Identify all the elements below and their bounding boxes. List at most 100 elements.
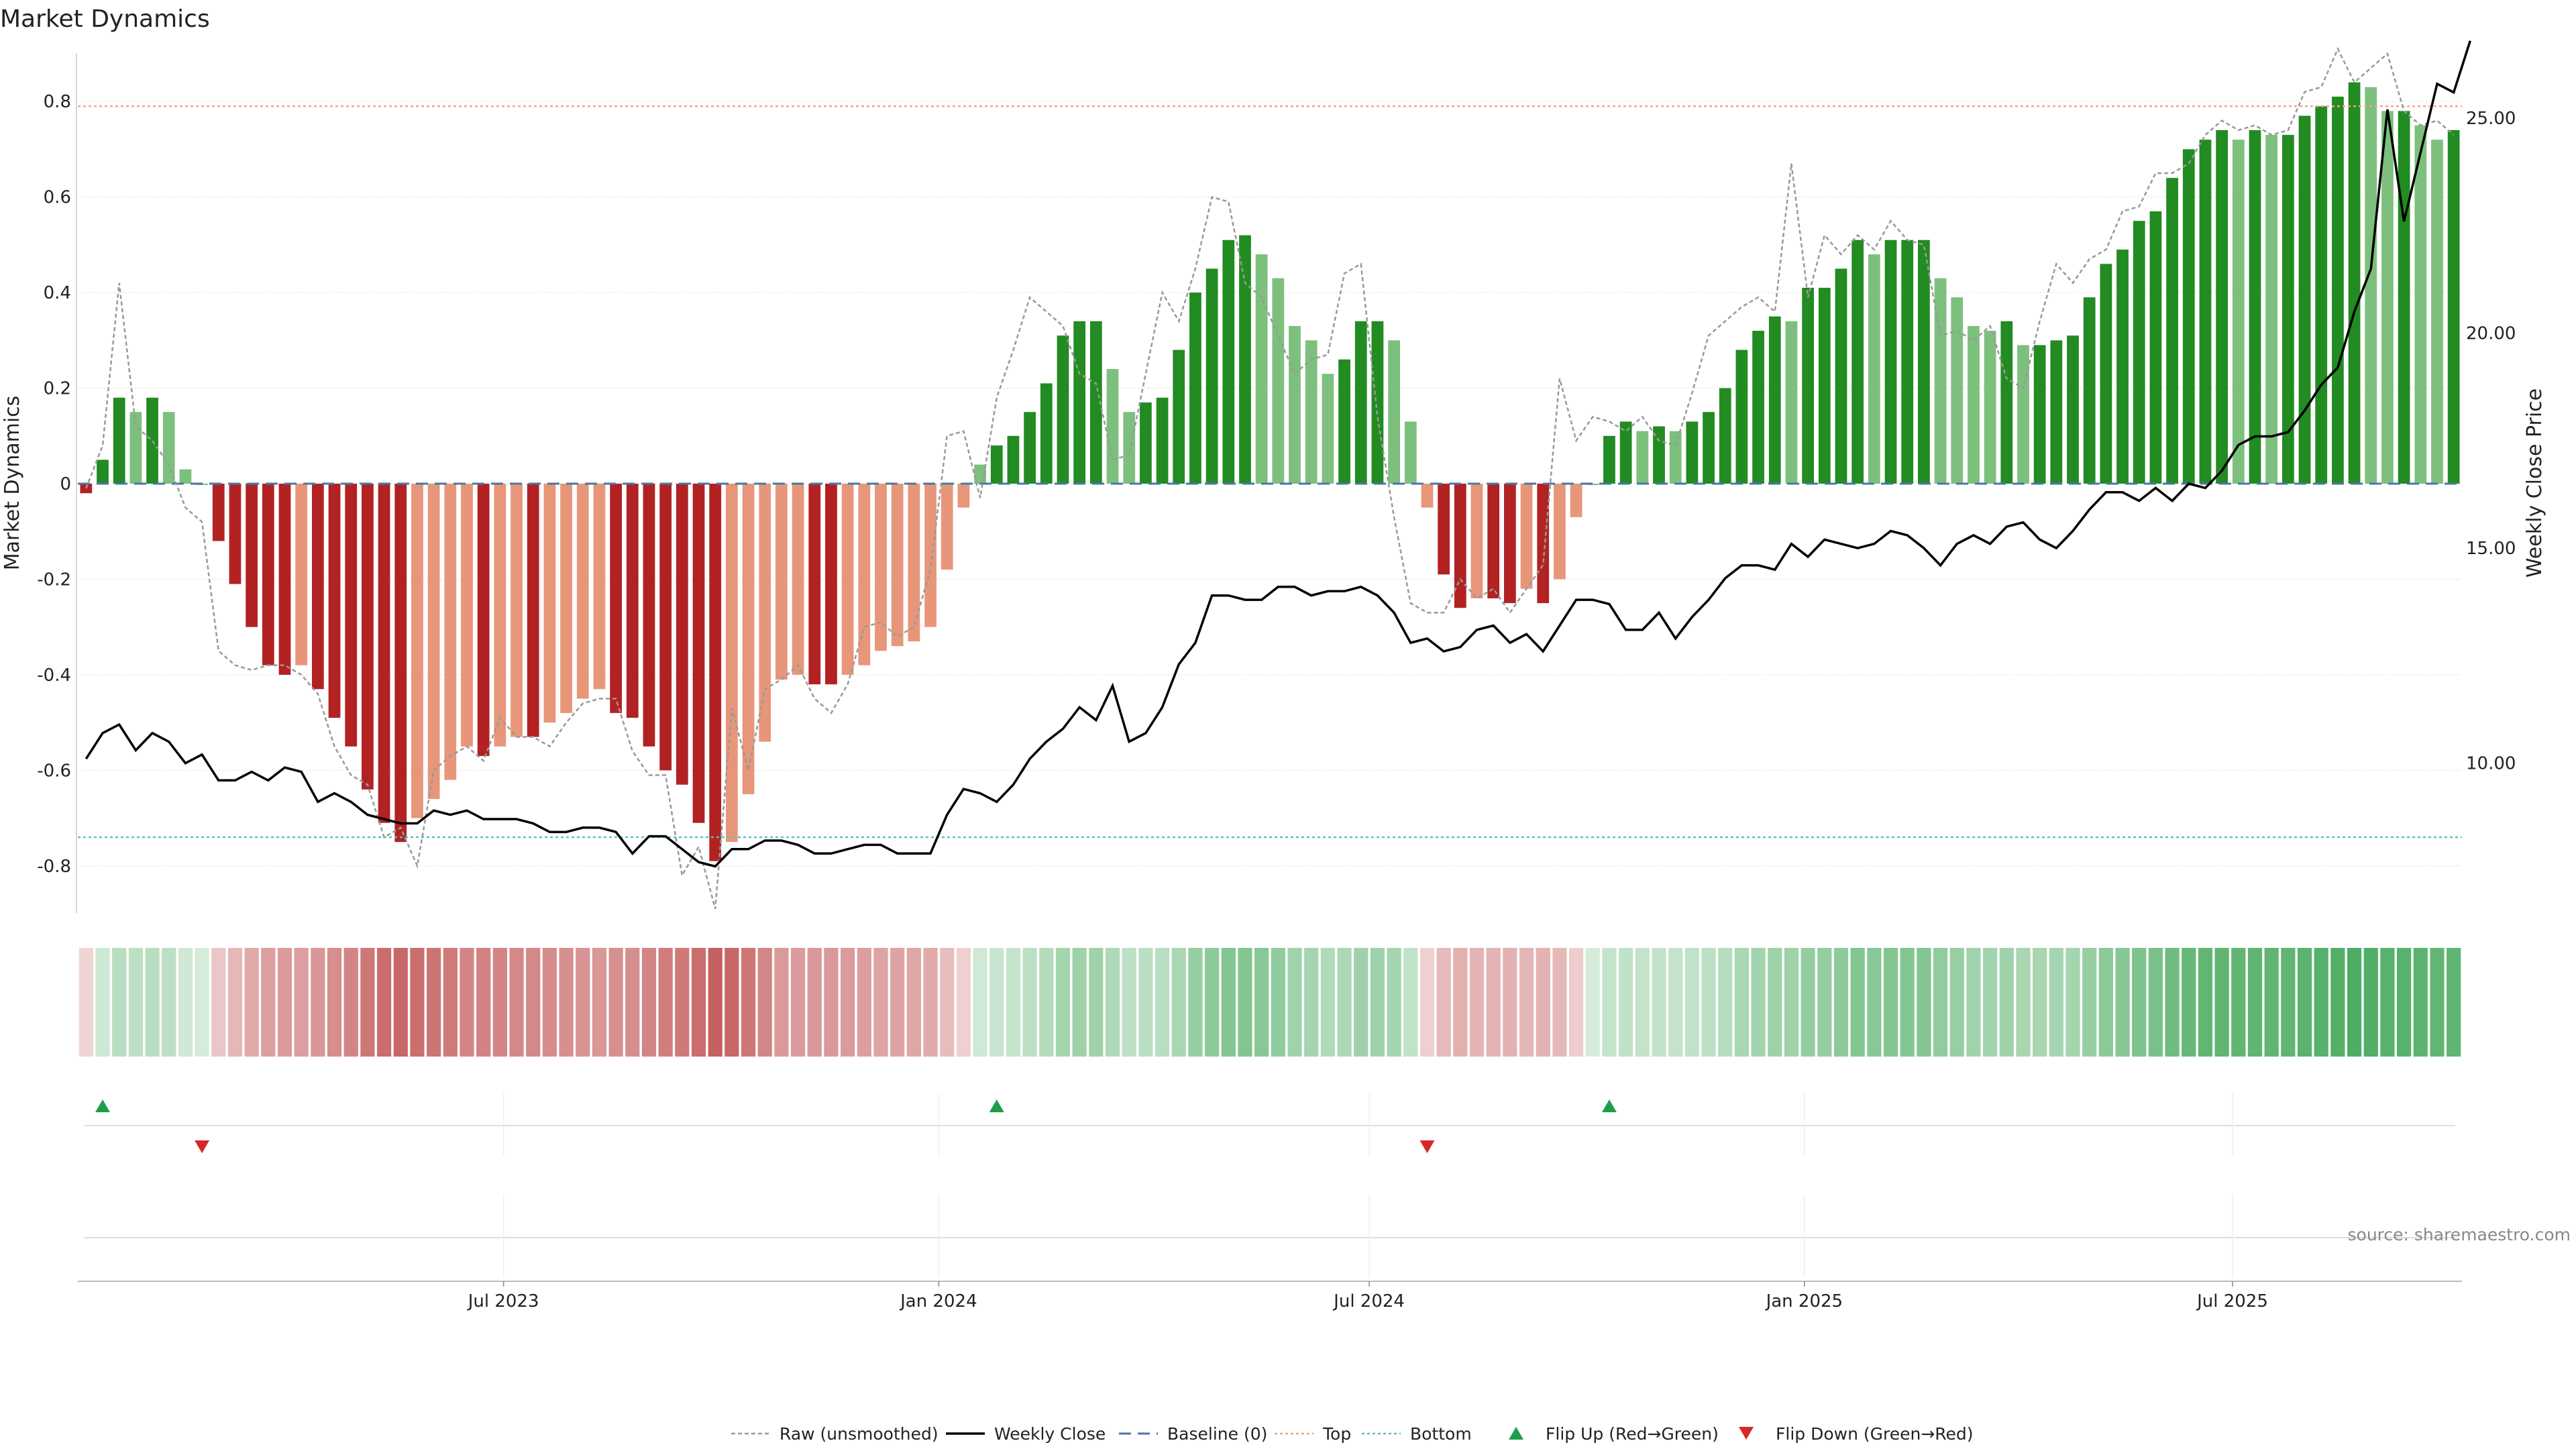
bar	[759, 484, 771, 742]
heat-cell	[1552, 948, 1567, 1057]
y-axis-label-right: Weekly Close Price	[2523, 388, 2546, 578]
heat-cell	[940, 948, 955, 1057]
legend-item: Top	[1275, 1424, 1351, 1444]
heat-cell	[376, 948, 392, 1057]
heat-cell	[327, 948, 342, 1057]
heat-cell	[526, 948, 541, 1057]
bar	[2033, 345, 2046, 484]
heat-cell	[2363, 948, 2378, 1057]
heat-cell	[1171, 948, 1186, 1057]
heat-cell	[393, 948, 408, 1057]
legend-item: Flip Down (Green→Red)	[1739, 1424, 1974, 1444]
heat-cell	[2380, 948, 2395, 1057]
bar	[295, 484, 308, 665]
bar	[1520, 484, 1533, 589]
heat-cell	[1387, 948, 1401, 1057]
bar	[328, 484, 341, 718]
bar	[841, 484, 854, 675]
heat-cell	[128, 948, 143, 1057]
heat-cell	[1320, 948, 1335, 1057]
heat-cell	[78, 948, 93, 1057]
bar	[527, 484, 539, 737]
y-tick-left: -0.2	[37, 570, 71, 590]
heat-cell	[1304, 948, 1319, 1057]
heat-cell	[311, 948, 325, 1057]
y-tick-left: -0.6	[37, 761, 71, 781]
heat-cell	[989, 948, 1004, 1057]
heat-cell	[2264, 948, 2279, 1057]
bar	[1884, 239, 1897, 484]
bar	[262, 484, 274, 665]
bar	[990, 445, 1003, 484]
bar	[1470, 484, 1483, 598]
bar	[2182, 149, 2195, 484]
bar	[345, 484, 358, 747]
bars-layer	[80, 82, 2460, 861]
y-tick-right: 15.00	[2466, 539, 2516, 559]
bar	[1934, 278, 1947, 484]
bar	[2067, 335, 2079, 484]
heat-cell	[244, 948, 259, 1057]
heat-cell	[724, 948, 739, 1057]
bar	[1255, 254, 1268, 484]
bar	[2315, 106, 2328, 484]
heat-cell	[443, 948, 458, 1057]
bar	[444, 484, 457, 780]
heat-cell	[261, 948, 276, 1057]
heat-cell	[1436, 948, 1451, 1057]
bar	[1189, 292, 1201, 484]
heat-cell	[1055, 948, 1071, 1057]
bar	[2050, 340, 2063, 484]
legend-item: Baseline (0)	[1119, 1424, 1267, 1444]
bar	[576, 484, 589, 699]
bar	[775, 484, 788, 680]
bar	[2232, 140, 2245, 484]
bar	[2116, 250, 2129, 484]
heat-cell	[1403, 948, 1418, 1057]
bar	[1768, 316, 1781, 484]
lines-layer	[78, 40, 2471, 910]
heat-cell	[1900, 948, 1915, 1057]
bar	[1322, 374, 1334, 484]
heat-cell	[476, 948, 491, 1057]
bar	[1917, 239, 1930, 484]
bar	[278, 484, 291, 675]
heat-cell	[873, 948, 888, 1057]
bar	[1123, 412, 1136, 484]
bar	[2381, 111, 2394, 484]
bar	[229, 484, 241, 584]
heat-cell	[1536, 948, 1550, 1057]
bar	[1454, 484, 1466, 608]
bar	[643, 484, 655, 747]
bar	[362, 484, 374, 790]
heat-cell	[2049, 948, 2063, 1057]
heat-cell	[2281, 948, 2296, 1057]
bar	[1968, 325, 1980, 484]
bar	[1421, 484, 1434, 508]
bar	[162, 412, 175, 484]
bar	[1487, 484, 1500, 598]
heat-cell	[956, 948, 971, 1057]
heat-cell	[2098, 948, 2113, 1057]
bar	[908, 484, 920, 642]
heat-cell	[1568, 948, 1584, 1057]
legend-label: Baseline (0)	[1167, 1424, 1267, 1444]
heat-cell	[1701, 948, 1716, 1057]
bar	[858, 484, 871, 665]
legend-item: Raw (unsmoothed)	[731, 1424, 938, 1444]
bar	[1073, 321, 1086, 484]
heat-cell	[1453, 948, 1468, 1057]
heat-cell	[1354, 948, 1368, 1057]
legend-item: Weekly Close	[946, 1424, 1106, 1444]
heat-cell	[2082, 948, 2097, 1057]
heat-cell	[211, 948, 226, 1057]
bar	[1371, 321, 1384, 484]
heat-cell	[2231, 948, 2246, 1057]
heat-cell	[1784, 948, 1799, 1057]
heat-cell	[774, 948, 789, 1057]
heat-cell	[1999, 948, 2014, 1057]
bar	[1040, 383, 1053, 484]
heat-cell	[492, 948, 507, 1057]
heat-cell	[1966, 948, 1981, 1057]
